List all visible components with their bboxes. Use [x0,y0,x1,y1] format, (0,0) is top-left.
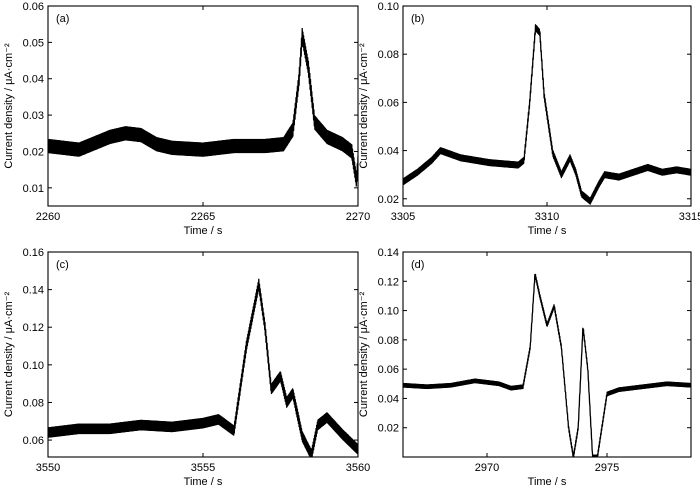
panel-label: (c) [56,259,69,271]
y-tick-label: 0.10 [378,1,399,13]
y-tick-label: 0.08 [378,335,399,347]
y-tick-label: 0.04 [378,146,399,158]
panel-b: 3305 3310 3315 0.02 0.04 0.06 0.08 0.10 Time / s… [358,1,700,237]
y-tick-label: 0.02 [23,146,44,158]
x-tick-label: 2265 [191,211,215,223]
x-tick-label: 3315 [679,211,700,223]
y-tick-label: 0.06 [378,97,399,109]
y-tick-label: 0.14 [378,247,399,259]
x-tick-label: 2975 [595,462,619,474]
y-tick-label: 0.12 [23,322,44,334]
y-tick-label: 0.16 [23,247,44,259]
plot-frame [402,251,692,458]
y-tick-label: 0.08 [23,397,44,409]
x-tick-label: 3555 [191,462,215,474]
plot-frame [47,5,359,207]
y-axis-label: Current density / μA·cm⁻² [358,43,370,169]
x-axis-label: Time / s [184,225,223,237]
y-tick-label: 0.02 [378,194,399,206]
y-tick-label: 0.14 [23,285,44,297]
panel-label: (a) [56,13,69,25]
x-tick-label: 2970 [475,462,499,474]
current-trace [403,273,691,457]
panel-a: 2260 2265 2270 0.01 0.02 0.03 0.04 0.05 0.06 Time… [3,1,370,237]
x-tick-label: 3550 [36,462,60,474]
x-tick-label: 3560 [346,462,370,474]
x-axis-label: Time / s [528,476,567,488]
y-tick-label: 0.04 [23,74,44,86]
panel-label: (b) [411,13,424,25]
current-trace [48,27,358,187]
y-axis-label: Current density / μA·cm⁻² [3,43,15,169]
y-tick-label: 0.03 [23,110,44,122]
y-tick-label: 0.02 [378,423,399,435]
y-tick-label: 0.05 [23,37,44,49]
y-tick-label: 0.10 [23,360,44,372]
panel-label: (d) [411,259,424,271]
y-axis-label: Current density / μA·cm⁻² [358,292,370,418]
y-tick-label: 0.10 [378,306,399,318]
x-tick-label: 2260 [36,211,60,223]
y-axis-label: Current density / μA·cm⁻² [3,292,15,418]
x-axis-label: Time / s [528,225,567,237]
current-trace [403,24,691,205]
x-tick-label: 3305 [391,211,415,223]
y-tick-label: 0.06 [23,1,44,13]
current-trace [48,278,358,457]
plot-frame [402,5,692,207]
y-tick-label: 0.04 [378,393,399,405]
x-tick-label: 3310 [535,211,559,223]
x-axis-label: Time / s [184,476,223,488]
y-tick-label: 0.06 [23,435,44,447]
y-tick-label: 0.12 [378,276,399,288]
panel-c: 3550 3555 3560 0.06 0.08 0.10 0.12 0.14 0.16 Time… [3,247,370,488]
y-tick-label: 0.06 [378,364,399,376]
x-tick-label: 2270 [346,211,370,223]
y-tick-label: 0.01 [23,183,44,195]
y-tick-label: 0.08 [378,49,399,61]
panel-d: 2970 2975 0.02 0.04 0.06 0.08 0.10 0.12 0.14 Time… [358,247,692,488]
